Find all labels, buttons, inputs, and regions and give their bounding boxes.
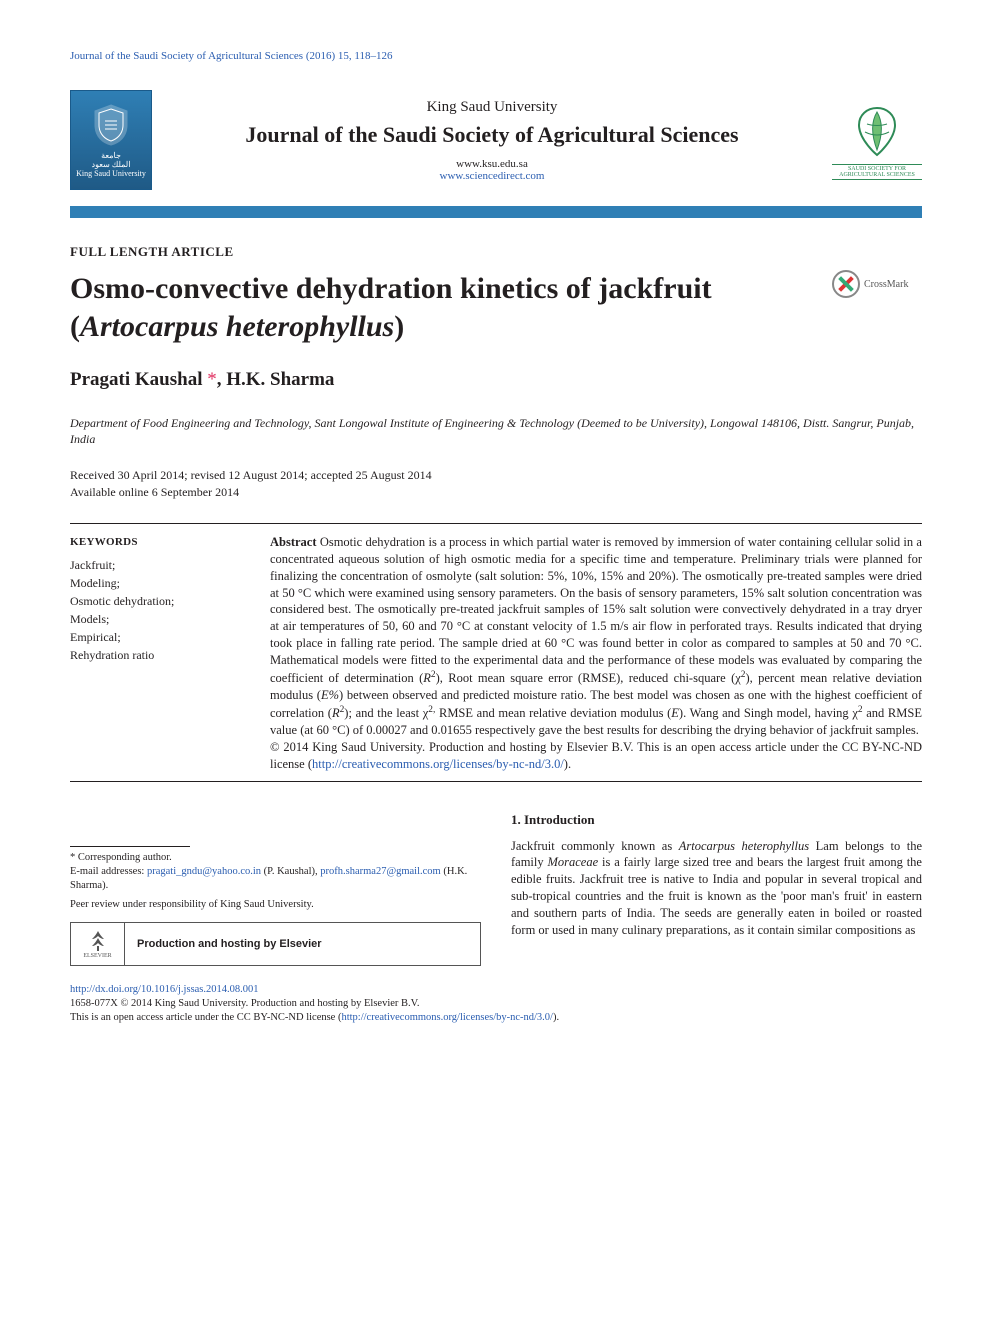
elsevier-tree-icon xyxy=(86,929,110,953)
dates-line-2: Available online 6 September 2014 xyxy=(70,484,922,501)
journal-name: Journal of the Saudi Society of Agricult… xyxy=(172,122,812,148)
author-sep: , xyxy=(217,369,227,390)
society-caption: SAUDI SOCIETY FOR AGRICULTURAL SCIENCES xyxy=(832,164,922,180)
footnotes: * Corresponding author. E-mail addresses… xyxy=(70,851,481,894)
ksu-logo-ar1: جامعة xyxy=(101,151,121,160)
footer-copyright: 1658-077X © 2014 King Saud University. P… xyxy=(70,997,922,1025)
authors: Pragati Kaushal *, H.K. Sharma xyxy=(70,369,922,391)
abstract-copyright-close: ). xyxy=(564,757,571,771)
society-glyph-icon xyxy=(847,100,907,160)
masthead-rule xyxy=(70,206,922,218)
corresponding-marker: * xyxy=(207,369,217,390)
running-head: Journal of the Saudi Society of Agricult… xyxy=(70,50,922,62)
right-column: 1. Introduction Jackfruit commonly known… xyxy=(511,812,922,967)
author-2: H.K. Sharma xyxy=(226,369,334,390)
affiliation: Department of Food Engineering and Techn… xyxy=(70,415,922,447)
keyword-item: Osmotic dehydration; xyxy=(70,592,240,610)
abstract-epc: E% xyxy=(321,688,339,702)
intro-text: Jackfruit commonly known as Artocarpus h… xyxy=(511,839,922,937)
email-link-1[interactable]: pragati_gndu@yahoo.co.in xyxy=(147,866,261,877)
article-type: FULL LENGTH ARTICLE xyxy=(70,244,922,260)
masthead: جامعة الملك سعود King Saud University Ki… xyxy=(70,82,922,202)
elsevier-label: ELSEVIER xyxy=(83,953,111,959)
keyword-item: Jackfruit; xyxy=(70,556,240,574)
crossmark-badge[interactable]: CrossMark xyxy=(832,270,922,298)
abstract-text-1: Osmotic dehydration is a process in whic… xyxy=(270,535,922,685)
email-link-2[interactable]: profh.sharma27@gmail.com xyxy=(320,866,440,877)
abstract-e: E xyxy=(671,706,679,720)
peer-review-note: Peer review under responsibility of King… xyxy=(70,899,481,910)
footnote-rule xyxy=(70,846,190,847)
abstract-text-5: ); and the least χ xyxy=(344,706,428,720)
hosting-text: Production and hosting by Elsevier xyxy=(125,938,480,950)
doi-link[interactable]: http://dx.doi.org/10.1016/j.jssas.2014.0… xyxy=(70,984,922,995)
dates-line-1: Received 30 April 2014; revised 12 Augus… xyxy=(70,467,922,484)
keyword-item: Empirical; xyxy=(70,628,240,646)
author-1: Pragati Kaushal xyxy=(70,369,202,390)
abstract-top-rule xyxy=(70,523,922,524)
abstract-text-2: ), Root mean square error (RMSE), reduce… xyxy=(436,671,741,685)
left-column: * Corresponding author. E-mail addresses… xyxy=(70,812,481,967)
keywords-column: KEYWORDS Jackfruit; Modeling; Osmotic de… xyxy=(70,534,240,773)
ksu-logo: جامعة الملك سعود King Saud University xyxy=(70,90,152,190)
section-head-intro: 1. Introduction xyxy=(511,812,922,828)
journal-url-2[interactable]: www.sciencedirect.com xyxy=(172,170,812,182)
body-columns: * Corresponding author. E-mail addresses… xyxy=(70,812,922,967)
intro-paragraph: Jackfruit commonly known as Artocarpus h… xyxy=(511,838,922,939)
keyword-item: Models; xyxy=(70,610,240,628)
email-who-1: (P. Kaushal), xyxy=(261,866,320,877)
abstract-r2a: R xyxy=(423,671,431,685)
ksu-logo-ar2: الملك سعود xyxy=(92,160,131,169)
license-link[interactable]: http://creativecommons.org/licenses/by-n… xyxy=(312,757,564,771)
elsevier-logo: ELSEVIER xyxy=(71,923,125,965)
email-label: E-mail addresses: xyxy=(70,866,147,877)
abstract-text-7: ). Wang and Singh model, having χ xyxy=(679,706,858,720)
shield-icon xyxy=(91,103,131,147)
footer-license-link[interactable]: http://creativecommons.org/licenses/by-n… xyxy=(341,1012,553,1023)
title-part-2: ) xyxy=(394,310,404,343)
corresponding-note: * Corresponding author. xyxy=(70,851,481,865)
journal-url-1: www.ksu.edu.sa xyxy=(172,158,812,170)
keyword-item: Rehydration ratio xyxy=(70,646,240,664)
abstract-block: KEYWORDS Jackfruit; Modeling; Osmotic de… xyxy=(70,534,922,773)
abstract-head: Abstract xyxy=(270,535,317,549)
university-name: King Saud University xyxy=(172,99,812,116)
hosting-box: ELSEVIER Production and hosting by Elsev… xyxy=(70,922,481,966)
abstract-column: Abstract Osmotic dehydration is a proces… xyxy=(270,534,922,773)
title-italic: Artocarpus heterophyllus xyxy=(80,310,394,343)
crossmark-label: CrossMark xyxy=(864,279,908,290)
footer-line-2a: This is an open access article under the… xyxy=(70,1012,341,1023)
keyword-item: Modeling; xyxy=(70,574,240,592)
crossmark-icon xyxy=(832,270,860,298)
abstract-bottom-rule xyxy=(70,781,922,782)
society-logo: SAUDI SOCIETY FOR AGRICULTURAL SCIENCES xyxy=(832,90,922,190)
ksu-logo-en: King Saud University xyxy=(76,169,146,178)
abstract-r2b: R xyxy=(332,706,340,720)
footer-line-2b: ). xyxy=(553,1012,559,1023)
article-dates: Received 30 April 2014; revised 12 Augus… xyxy=(70,467,922,501)
article-title: Osmo-convective dehydration kinetics of … xyxy=(70,270,832,345)
abstract-text-6: RMSE and mean relative deviation modulus… xyxy=(435,706,671,720)
footer-line-1: 1658-077X © 2014 King Saud University. P… xyxy=(70,997,922,1011)
keywords-head: KEYWORDS xyxy=(70,534,240,551)
